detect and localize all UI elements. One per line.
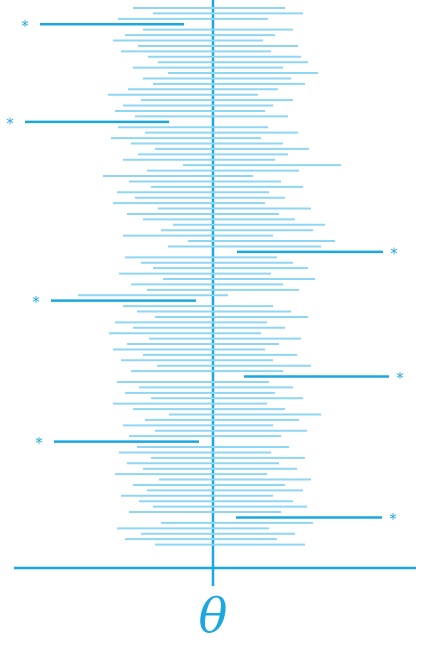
miss-marker: * xyxy=(32,293,40,311)
miss-marker: * xyxy=(389,510,397,528)
x-axis-label: θ xyxy=(199,589,228,645)
miss-marker: * xyxy=(35,434,43,452)
miss-marker: * xyxy=(396,369,404,387)
miss-marker: * xyxy=(390,244,398,262)
miss-marker: * xyxy=(21,17,29,35)
miss-marker: * xyxy=(6,114,14,132)
